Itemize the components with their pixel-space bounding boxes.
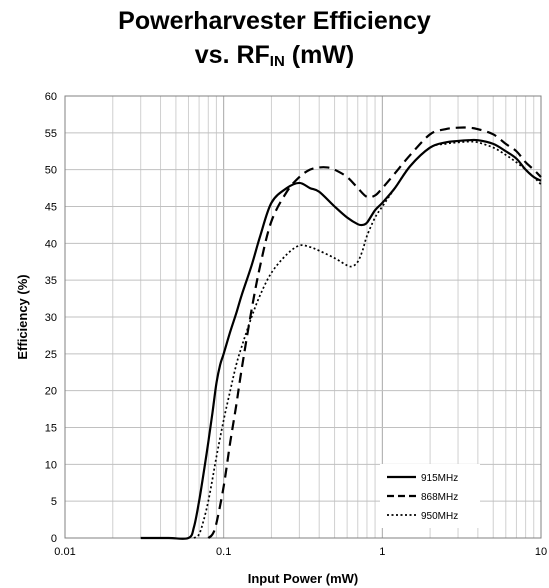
series-line-950mhz [193,140,542,539]
x-axis-label: Input Power (mW) [248,571,359,586]
chart-title-subscript: IN [269,53,285,70]
y-tick-label: 30 [45,312,57,324]
y-tick-label: 45 [45,202,57,214]
y-tick-label: 5 [51,496,57,508]
y-tick-label: 60 [45,91,57,103]
y-tick-label: 40 [45,238,57,250]
y-axis-label: Efficiency (%) [15,274,30,359]
x-tick-label: 0.01 [54,546,75,558]
y-tick-label: 15 [45,423,57,435]
x-tick-label: 1 [379,546,385,558]
x-tick-labels: 0.01 0.1 1 10 [54,546,547,558]
series-lines [140,126,542,540]
x-tick-label: 0.1 [216,546,231,558]
legend-box [380,464,480,528]
legend-label: 950MHz [421,511,458,522]
series-line-868mhz [207,126,542,539]
y-tick-label: 50 [45,165,57,177]
chart-title-line-2: vs. RFIN (mW) [0,40,549,77]
y-tick-label: 10 [45,459,57,471]
plot-area-border [64,95,542,539]
series-line-915mhz [140,138,542,540]
legend-label: 915MHz [421,473,458,484]
chart-title-line-1: Powerharvester Efficiency [118,7,431,35]
y-tick-label: 20 [45,386,57,398]
grid-lines [65,95,541,538]
chart-title-suffix: (mW) [284,41,355,69]
y-tick-label: 35 [45,275,57,287]
legend: 915MHz 868MHz 950MHz [380,464,480,528]
legend-label: 868MHz [421,492,458,503]
x-tick-label: 10 [535,546,547,558]
y-tick-label: 25 [45,349,57,361]
y-tick-label: 55 [45,128,57,140]
chart-title-prefix: vs. RF [194,41,270,69]
y-tick-label: 0 [51,533,57,545]
y-tick-labels: 0 5 10 15 20 25 30 35 40 45 50 55 60 [45,91,57,545]
